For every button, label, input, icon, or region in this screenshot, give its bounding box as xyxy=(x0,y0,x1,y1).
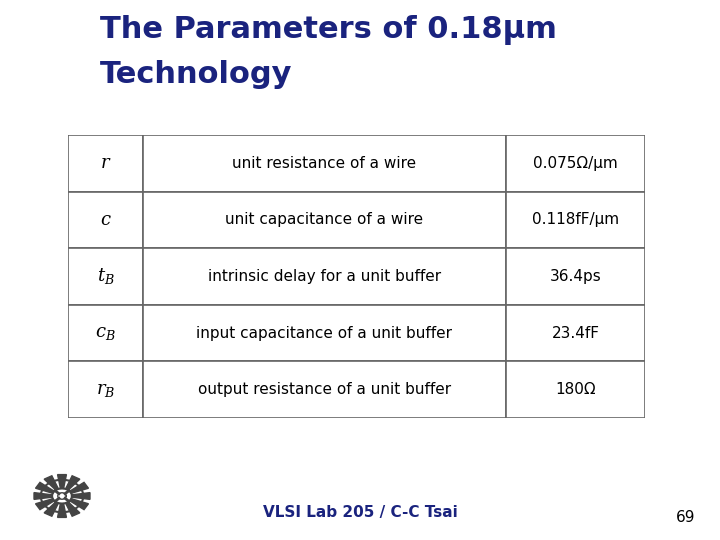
Polygon shape xyxy=(58,480,66,489)
Text: $r$: $r$ xyxy=(100,154,112,172)
Polygon shape xyxy=(70,499,82,506)
Polygon shape xyxy=(42,499,54,506)
Text: input capacitance of a unit buffer: input capacitance of a unit buffer xyxy=(197,326,452,341)
Bar xyxy=(506,135,645,192)
Polygon shape xyxy=(83,492,90,500)
Text: VLSI Lab 205 / C-C Tsai: VLSI Lab 205 / C-C Tsai xyxy=(263,504,457,519)
Polygon shape xyxy=(70,476,80,483)
Bar xyxy=(143,135,506,192)
Text: intrinsic delay for a unit buffer: intrinsic delay for a unit buffer xyxy=(208,269,441,284)
Text: 36.4ps: 36.4ps xyxy=(549,269,601,284)
Bar xyxy=(143,248,506,305)
Bar xyxy=(68,361,143,418)
Text: 0.118fF/μm: 0.118fF/μm xyxy=(532,212,619,227)
Text: Technology: Technology xyxy=(100,60,292,89)
Bar xyxy=(143,192,506,248)
Polygon shape xyxy=(44,476,55,483)
Polygon shape xyxy=(66,502,76,511)
Text: 23.4fF: 23.4fF xyxy=(552,326,600,341)
Polygon shape xyxy=(49,481,58,490)
Polygon shape xyxy=(58,475,66,480)
Polygon shape xyxy=(70,509,80,516)
Text: $c_B$: $c_B$ xyxy=(95,324,116,342)
Bar xyxy=(68,135,143,192)
Bar xyxy=(143,361,506,418)
Text: unit capacitance of a wire: unit capacitance of a wire xyxy=(225,212,423,227)
Text: unit resistance of a wire: unit resistance of a wire xyxy=(233,156,417,171)
Text: 69: 69 xyxy=(675,510,695,525)
Bar xyxy=(506,192,645,248)
Polygon shape xyxy=(66,481,76,490)
Bar xyxy=(68,248,143,305)
Text: 0.075Ω/μm: 0.075Ω/μm xyxy=(533,156,618,171)
Text: $t_B$: $t_B$ xyxy=(96,267,114,287)
Text: The Parameters of 0.18μm: The Parameters of 0.18μm xyxy=(100,15,557,45)
Polygon shape xyxy=(42,486,54,493)
Polygon shape xyxy=(44,509,55,516)
Polygon shape xyxy=(58,512,66,517)
Bar xyxy=(506,248,645,305)
Text: 180Ω: 180Ω xyxy=(555,382,596,397)
Polygon shape xyxy=(78,502,89,510)
Polygon shape xyxy=(70,486,82,493)
Bar xyxy=(506,361,645,418)
Polygon shape xyxy=(35,482,45,490)
Text: output resistance of a unit buffer: output resistance of a unit buffer xyxy=(198,382,451,397)
Polygon shape xyxy=(35,502,45,510)
Text: $c$: $c$ xyxy=(99,211,112,229)
Polygon shape xyxy=(49,502,58,511)
Bar xyxy=(143,305,506,361)
Polygon shape xyxy=(58,503,66,512)
Polygon shape xyxy=(41,494,53,498)
Bar xyxy=(506,305,645,361)
Bar xyxy=(68,192,143,248)
Text: $r_B$: $r_B$ xyxy=(96,381,115,399)
Bar xyxy=(68,305,143,361)
Polygon shape xyxy=(72,494,84,498)
Polygon shape xyxy=(34,492,41,500)
Polygon shape xyxy=(78,482,89,490)
